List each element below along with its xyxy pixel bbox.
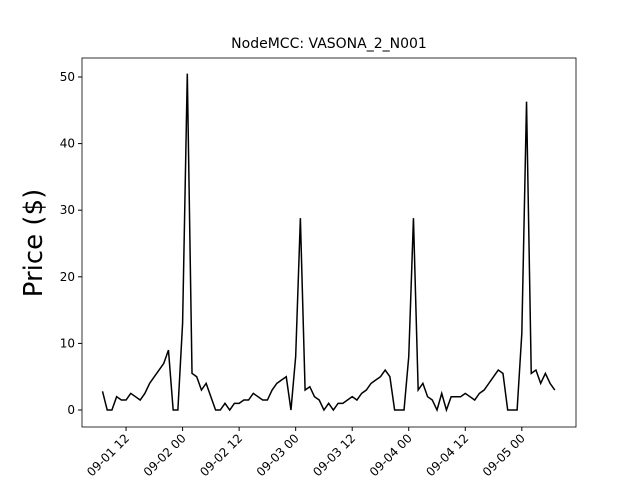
y-tick-label: 50	[60, 70, 75, 84]
y-tick-label: 20	[60, 270, 75, 284]
chart-title: NodeMCC: VASONA_2_N001	[231, 36, 427, 52]
y-tick-label: 30	[60, 203, 75, 217]
y-tick-label: 40	[60, 137, 75, 151]
y-tick-label: 10	[60, 336, 75, 350]
line	[101, 73, 556, 413]
y-axis-label: Price ($)	[19, 189, 49, 298]
y-tick-label: 0	[67, 403, 75, 417]
plot-frame	[81, 57, 577, 428]
